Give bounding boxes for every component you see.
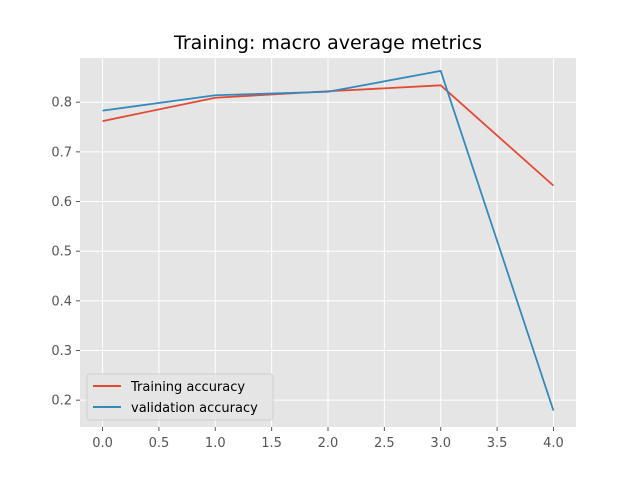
- x-tick-label: 2.5: [374, 436, 395, 451]
- legend-label-training: Training accuracy: [130, 380, 245, 395]
- x-tick-label: 2.0: [318, 436, 339, 451]
- chart-title: Training: macro average metrics: [173, 32, 482, 54]
- legend: Training accuracy validation accuracy: [86, 373, 274, 421]
- series-line-validation-accuracy: [102, 70, 555, 411]
- x-tick-label: 3.0: [430, 436, 451, 451]
- y-tick-label: 0.6: [51, 195, 72, 210]
- y-tick-label: 0.5: [51, 245, 72, 260]
- x-tick-label: 1.5: [261, 436, 282, 451]
- y-tick-label: 0.7: [51, 145, 72, 160]
- y-tick-label: 0.4: [51, 294, 72, 309]
- x-tick-label: 1.0: [205, 436, 226, 451]
- x-tick-label: 4.0: [543, 436, 564, 451]
- legend-label-validation: validation accuracy: [131, 401, 258, 416]
- x-tick-label: 0.0: [92, 436, 113, 451]
- y-tick-label: 0.3: [51, 344, 72, 359]
- y-tick-label: 0.8: [51, 96, 72, 111]
- grid-lines: [80, 58, 576, 427]
- y-tick-label: 0.2: [51, 394, 72, 409]
- legend-box: [86, 373, 274, 421]
- x-tick-label: 0.5: [149, 436, 170, 451]
- axis-ticks: 0.0 0.5 1.0 1.5 2.0 2.5 3.0 3.5 4.0 0.2 0.3 0.4 0.5 0…: [51, 96, 563, 451]
- x-tick-label: 3.5: [487, 436, 508, 451]
- series-lines: [102, 70, 555, 411]
